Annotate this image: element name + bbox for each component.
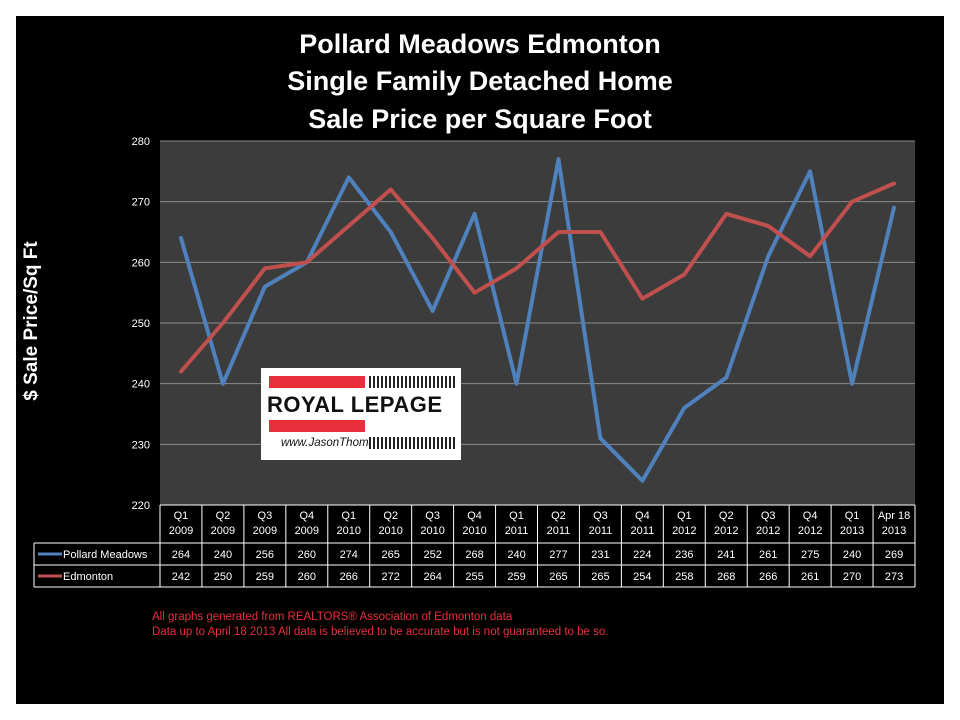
x-tick-label: Apr 18 xyxy=(878,510,910,522)
logo-website: www.JasonThomas.ca xyxy=(281,437,397,449)
x-tick-label: Q1 xyxy=(845,510,860,522)
x-tick-label-year: 2012 xyxy=(714,525,738,537)
series-line-0 xyxy=(179,157,896,483)
data-label: 258 xyxy=(675,571,693,583)
data-label: 241 xyxy=(717,549,735,561)
disclaimer-note: Data up to April 18 2013 All data is bel… xyxy=(152,626,609,638)
chart-title-line-1: Pollard Meadows Edmonton xyxy=(299,29,661,59)
x-tick-label-year: 2009 xyxy=(211,525,235,537)
x-tick-label-year: 2012 xyxy=(798,525,822,537)
x-tick-label-year: 2009 xyxy=(253,525,277,537)
x-tick-label: Q1 xyxy=(677,510,692,522)
x-tick-label: Q4 xyxy=(467,510,482,522)
x-tick-label: Q2 xyxy=(719,510,734,522)
data-label: 268 xyxy=(465,549,483,561)
y-tick-label: 230 xyxy=(132,439,150,451)
data-label: 255 xyxy=(465,571,483,583)
data-label: 261 xyxy=(801,571,819,583)
data-label: 273 xyxy=(885,571,903,583)
logo-red-bar-bottom xyxy=(269,420,365,432)
x-tick-label-year: 2012 xyxy=(672,525,696,537)
data-label: 265 xyxy=(591,571,609,583)
data-label: 240 xyxy=(214,549,232,561)
x-tick-label-year: 2011 xyxy=(547,525,571,537)
y-tick-label: 250 xyxy=(132,318,150,330)
legend-label: Pollard Meadows xyxy=(63,549,148,561)
data-label: 231 xyxy=(591,549,609,561)
x-tick-label: Q3 xyxy=(593,510,608,522)
logo-barcode-top xyxy=(369,376,455,388)
data-label: 264 xyxy=(423,571,441,583)
x-tick-label-year: 2010 xyxy=(378,525,402,537)
y-tick-label: 220 xyxy=(132,500,150,512)
data-label: 264 xyxy=(172,549,190,561)
data-label: 236 xyxy=(675,549,693,561)
data-label: 261 xyxy=(759,549,777,561)
y-tick-label: 270 xyxy=(132,197,150,209)
x-tick-label-year: 2011 xyxy=(631,525,655,537)
x-tick-label: Q2 xyxy=(551,510,566,522)
data-label: 269 xyxy=(885,549,903,561)
data-label: 275 xyxy=(801,549,819,561)
data-label: 250 xyxy=(214,571,232,583)
x-tick-label: Q3 xyxy=(761,510,776,522)
logo-red-bar-top xyxy=(269,376,365,388)
data-label: 259 xyxy=(256,571,274,583)
series-line-1 xyxy=(179,181,896,374)
data-label: 260 xyxy=(298,549,316,561)
y-tick-label: 280 xyxy=(132,136,150,148)
source-note: All graphs generated from REALTORS® Asso… xyxy=(152,611,513,623)
x-tick-label: Q3 xyxy=(425,510,440,522)
y-tick-label: 240 xyxy=(132,379,150,391)
x-tick-label: Q4 xyxy=(635,510,650,522)
x-tick-label: Q4 xyxy=(803,510,818,522)
data-label: 265 xyxy=(382,549,400,561)
x-tick-label-year: 2009 xyxy=(295,525,319,537)
x-tick-label-year: 2010 xyxy=(337,525,361,537)
data-label: 256 xyxy=(256,549,274,561)
data-label: 265 xyxy=(549,571,567,583)
x-tick-label-year: 2009 xyxy=(169,525,193,537)
data-label: 252 xyxy=(423,549,441,561)
x-tick-label-year: 2013 xyxy=(840,525,864,537)
x-tick-label-year: 2011 xyxy=(589,525,613,537)
logo-barcode-bottom xyxy=(369,437,455,449)
royal-lepage-logo: ROYAL LEPAGE www.JasonThomas.ca xyxy=(261,368,461,460)
data-label: 266 xyxy=(340,571,358,583)
x-tick-label-year: 2010 xyxy=(420,525,444,537)
x-tick-label-year: 2012 xyxy=(756,525,780,537)
data-label: 254 xyxy=(633,571,651,583)
y-tick-label: 260 xyxy=(132,257,150,269)
data-label: 259 xyxy=(507,571,525,583)
x-tick-label: Q1 xyxy=(174,510,189,522)
x-tick-label: Q1 xyxy=(509,510,524,522)
data-label: 242 xyxy=(172,571,190,583)
chart-title-line-3: Sale Price per Square Foot xyxy=(308,104,652,134)
chart-title-line-2: Single Family Detached Home xyxy=(287,66,673,96)
data-label: 260 xyxy=(298,571,316,583)
data-label: 240 xyxy=(843,549,861,561)
data-label: 270 xyxy=(843,571,861,583)
data-label: 266 xyxy=(759,571,777,583)
x-tick-label: Q2 xyxy=(216,510,231,522)
x-tick-label: Q1 xyxy=(341,510,356,522)
legend-label: Edmonton xyxy=(63,571,113,583)
data-label: 240 xyxy=(507,549,525,561)
data-label: 277 xyxy=(549,549,567,561)
data-label: 268 xyxy=(717,571,735,583)
x-tick-label: Q4 xyxy=(299,510,314,522)
logo-brand-text: ROYAL LEPAGE xyxy=(267,392,443,417)
data-label: 274 xyxy=(340,549,358,561)
x-tick-label: Q2 xyxy=(383,510,398,522)
x-tick-label-year: 2013 xyxy=(882,525,906,537)
x-tick-label-year: 2011 xyxy=(505,525,529,537)
data-label: 272 xyxy=(382,571,400,583)
x-tick-label-year: 2010 xyxy=(462,525,486,537)
x-tick-label: Q3 xyxy=(258,510,273,522)
data-label: 224 xyxy=(633,549,651,561)
